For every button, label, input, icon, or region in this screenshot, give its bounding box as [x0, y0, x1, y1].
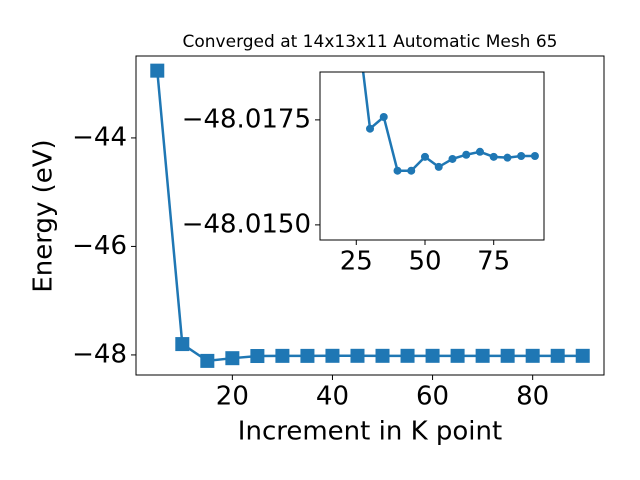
data-point — [448, 154, 457, 163]
data-point — [420, 152, 429, 161]
y-tick-label: −44 — [72, 122, 127, 152]
y-tick-label: −46 — [72, 231, 127, 261]
chart-title: Converged at 14x13x11 Automatic Mesh 65 — [183, 32, 558, 52]
data-point — [225, 351, 240, 366]
data-point — [500, 348, 515, 363]
data-point — [175, 337, 190, 352]
data-point — [375, 348, 390, 363]
data-point — [366, 124, 375, 133]
data-point — [475, 147, 484, 156]
data-point — [300, 348, 315, 363]
x-tick-label: 80 — [516, 382, 549, 412]
data-point — [434, 162, 443, 171]
data-point — [489, 152, 498, 161]
data-point — [325, 348, 340, 363]
y-tick-label: −48.0150 — [182, 209, 311, 239]
y-axis-label: Energy (eV) — [29, 139, 59, 292]
data-point — [379, 112, 388, 121]
data-point — [200, 353, 215, 368]
plot-area — [361, 72, 539, 175]
data-point — [393, 166, 402, 175]
data-point — [425, 348, 440, 363]
x-tick-label: 20 — [216, 382, 249, 412]
data-point — [575, 348, 590, 363]
data-point — [407, 166, 416, 175]
x-tick-label: 60 — [416, 382, 449, 412]
data-point — [450, 348, 465, 363]
data-point — [475, 348, 490, 363]
x-tick-label: 75 — [477, 247, 510, 277]
data-point — [250, 349, 265, 364]
axes-frame — [135, 55, 605, 376]
y-tick-label: −48.0175 — [182, 104, 311, 134]
x-tick-label: 40 — [316, 382, 349, 412]
x-tick-label: 50 — [408, 247, 441, 277]
data-point — [530, 152, 539, 160]
data-point — [550, 348, 565, 363]
axes-frame — [319, 71, 545, 241]
x-axis-label: Increment in K point — [238, 417, 502, 447]
y-tick-label: −48 — [72, 339, 127, 369]
data-point — [275, 348, 290, 363]
data-point — [150, 63, 165, 78]
data-point — [400, 348, 415, 363]
data-point — [503, 153, 512, 162]
data-point — [462, 150, 471, 159]
plot-area — [150, 63, 590, 368]
data-point — [525, 348, 540, 363]
data-point — [350, 348, 365, 363]
data-point — [517, 152, 526, 160]
x-tick-label: 25 — [340, 247, 373, 277]
